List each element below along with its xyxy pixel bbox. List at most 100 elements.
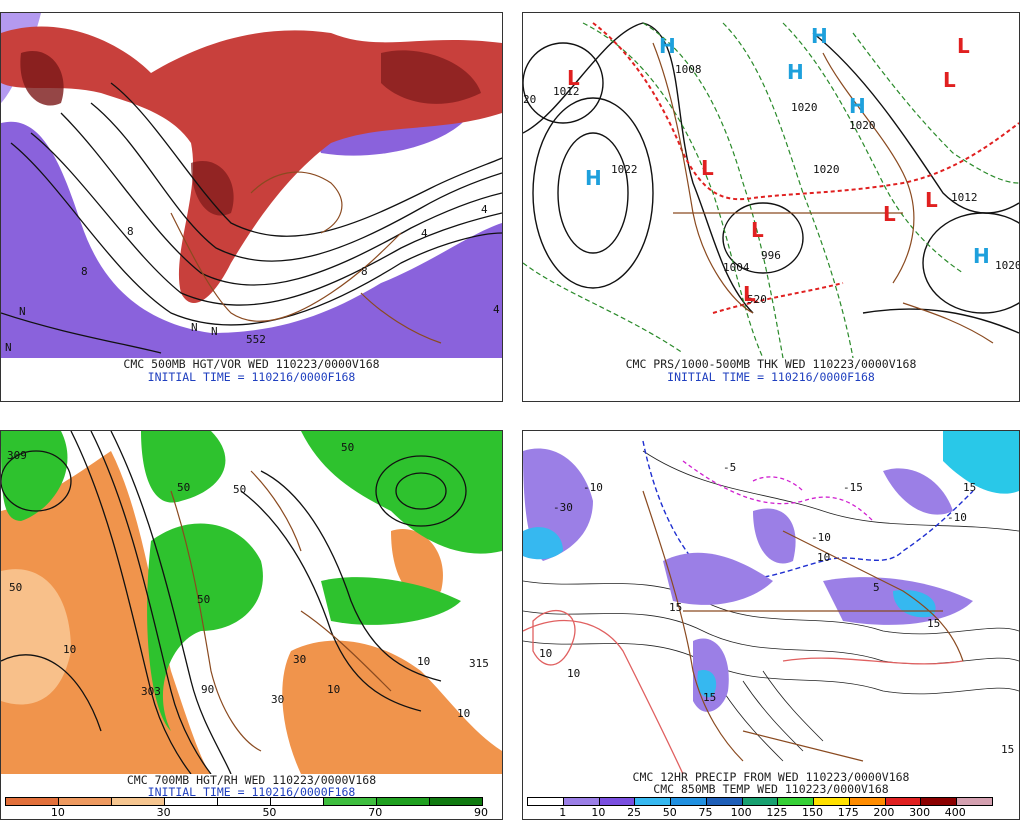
contour-label: 8 — [361, 265, 368, 278]
legend-tick-label: 1 — [559, 806, 567, 819]
dry-region — [1, 569, 71, 705]
legend-tick-label: 70 — [368, 806, 383, 819]
contour-label: N — [5, 341, 12, 354]
temperature-label: 15 — [669, 601, 682, 614]
legend-swatch — [218, 798, 271, 805]
panel-subtitle: CMC 850MB TEMP WED 110223/0000V168 — [653, 782, 889, 796]
cold-contour — [682, 460, 874, 522]
legend-tick-label: 10 — [50, 806, 65, 819]
legend-swatch — [742, 798, 779, 805]
legend-swatch — [599, 798, 636, 805]
legend-tick-label: 300 — [909, 806, 931, 819]
panel-title: CMC PRS/1000-500MB THK WED 110223/0000V1… — [625, 357, 917, 371]
vorticity-red-region — [381, 50, 481, 104]
vorticity-map: 552 N N N 8 8 4 4 4 8 N — [1, 13, 502, 358]
temperature-label: 15 — [703, 691, 716, 704]
contour-label: 50 — [197, 593, 210, 606]
panel-initial-time: INITIAL TIME = 110216/0000F168 — [147, 370, 356, 384]
panel-500mb-hgt-vor: 552 N N N 8 8 4 4 4 8 N CMC 500MB HGT/VO… — [0, 12, 503, 402]
contour-label: 303 — [141, 685, 161, 698]
moist-region — [147, 523, 263, 731]
legend-swatch — [635, 798, 672, 805]
legend-tick-label: 125 — [766, 806, 788, 819]
contour-label: 50 — [9, 581, 22, 594]
contour-label: 30 — [293, 653, 306, 666]
legend-swatch — [778, 798, 815, 805]
panel-title: CMC 12HR PRECIP FROM WED 110223/0000V168 — [632, 770, 910, 784]
vorticity-red-region — [20, 51, 64, 106]
humidity-map: 10 10 10 10 303 315 50 50 50 50 30 30 90… — [1, 431, 502, 774]
rh-color-legend — [5, 797, 483, 806]
temperature-label: 15 — [963, 481, 976, 494]
temperature-label: 15 — [927, 617, 940, 630]
legend-swatch — [324, 798, 377, 805]
contour-label: 4 — [493, 303, 500, 316]
height-contours — [1, 431, 467, 774]
legend-tick-label: 150 — [802, 806, 824, 819]
isobar-label: 20 — [523, 93, 536, 106]
map-labels: -10 -10 -10 10 10 10 15 15 15 15 -30 5 -… — [539, 461, 1014, 756]
low-pressure-marker: L — [567, 66, 580, 90]
temperature-label: 10 — [567, 667, 580, 680]
pressure-map: 1012 1022 1020 1008 1020 1020 1012 1020 … — [523, 13, 1019, 358]
high-pressure-marker: H — [787, 60, 804, 84]
panel-title: CMC 700MB HGT/RH WED 110223/0000V168 — [126, 773, 377, 787]
legend-tick-label: 400 — [944, 806, 966, 819]
pressure-centers: L L L L L L L L H H H H H H — [567, 24, 990, 306]
contour-label: 309 — [7, 449, 27, 462]
legend-tick-label: 30 — [156, 806, 171, 819]
moist-region — [141, 431, 226, 503]
precip-region — [943, 431, 1019, 494]
contour-label: 10 — [327, 683, 340, 696]
panel-precip-850temp: -10 -10 -10 10 10 10 15 15 15 15 -30 5 -… — [522, 430, 1020, 820]
vorticity-red-region — [191, 161, 234, 216]
legend-swatch — [921, 798, 958, 805]
high-pressure-marker: H — [849, 94, 866, 118]
panel-700mb-hgt-rh: 10 10 10 10 303 315 50 50 50 50 30 30 90… — [0, 430, 503, 820]
contour-label: 10 — [63, 643, 76, 656]
high-pressure-marker: H — [585, 166, 602, 190]
height-contours — [1, 82, 502, 354]
low-pressure-marker: L — [943, 68, 956, 92]
low-pressure-marker: L — [751, 218, 764, 242]
legend-tick-label: 25 — [627, 806, 642, 819]
contour-label: 10 — [457, 707, 470, 720]
contour-label: 50 — [233, 483, 246, 496]
legend-tick-label: 50 — [662, 806, 677, 819]
legend-tick-label: 200 — [873, 806, 895, 819]
contour-label: N — [211, 325, 218, 338]
dry-region — [391, 529, 443, 599]
moist-region — [301, 431, 502, 554]
isobar-label: 1020 — [813, 163, 840, 176]
legend-swatch — [271, 798, 324, 805]
precip-region — [883, 468, 953, 515]
legend-tick-label: 50 — [262, 806, 277, 819]
high-pressure-marker: H — [973, 244, 990, 268]
low-pressure-marker: L — [883, 202, 896, 226]
legend-tick-label: 75 — [698, 806, 713, 819]
low-pressure-marker: L — [925, 188, 938, 212]
panel-prs-thickness: 1012 1022 1020 1008 1020 1020 1012 1020 … — [522, 12, 1020, 402]
legend-swatch — [377, 798, 430, 805]
legend-tick-label: 10 — [591, 806, 606, 819]
thickness-contours — [523, 22, 1019, 358]
contour-label: 90 — [201, 683, 214, 696]
freezing-thickness-line — [592, 22, 1019, 314]
low-pressure-marker: L — [957, 34, 970, 58]
isobar-label: 1012 — [553, 85, 580, 98]
temperature-label: -10 — [947, 511, 967, 524]
high-pressure-marker: H — [659, 34, 676, 58]
contour-label: 50 — [341, 441, 354, 454]
temperature-label: -30 — [553, 501, 573, 514]
contour-label: 315 — [469, 657, 489, 670]
map-labels: 10 10 10 10 303 315 50 50 50 50 30 30 90… — [7, 441, 489, 720]
isobar-label: 996 — [761, 249, 781, 262]
temperature-label: -15 — [843, 481, 863, 494]
legend-swatch — [814, 798, 850, 805]
contour-label: 10 — [417, 655, 430, 668]
legend-swatch — [165, 798, 218, 805]
isobar-label: 1012 — [951, 191, 978, 204]
contour-label: 8 — [127, 225, 134, 238]
map-labels: 552 N N N 8 8 4 4 4 8 N — [5, 203, 500, 354]
isobar-label: 1022 — [611, 163, 638, 176]
